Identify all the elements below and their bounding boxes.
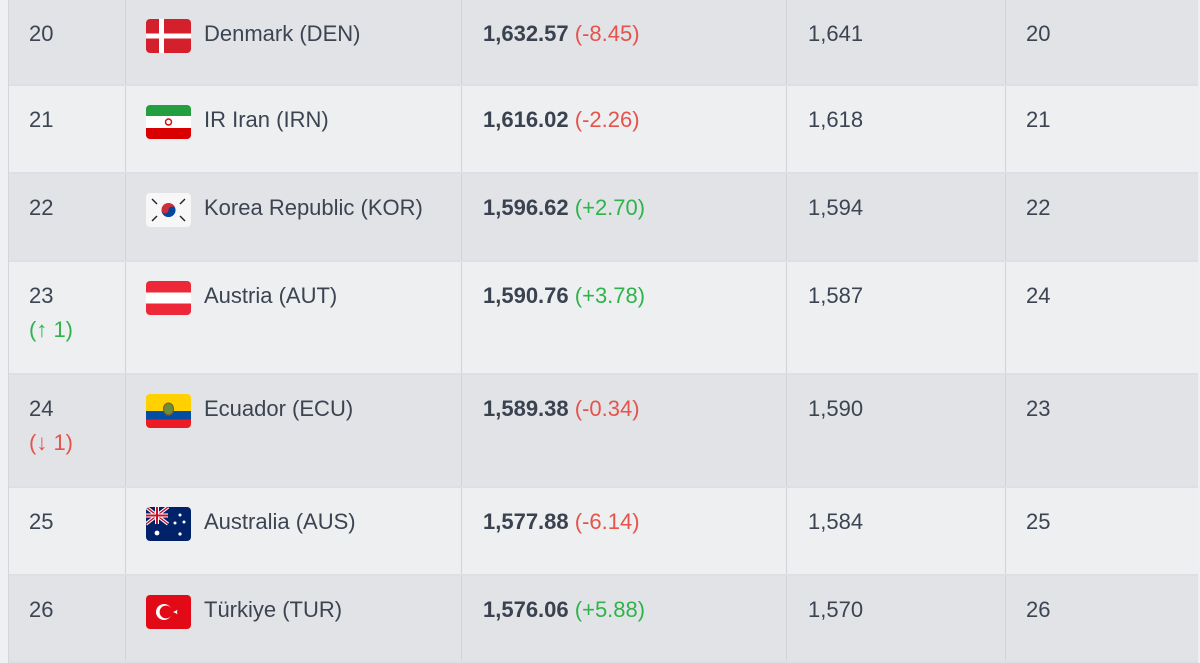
points-change: (-8.45) — [574, 21, 640, 46]
rank-value: 21 — [29, 107, 54, 132]
rank-value: 23 — [29, 283, 54, 308]
previous-rank: 21 — [1026, 107, 1051, 132]
previous-points-cell: 1,594 — [787, 174, 1006, 260]
previous-points: 1,584 — [808, 509, 864, 534]
previous-rank: 24 — [1026, 283, 1051, 308]
points-cell: 1,577.88 (-6.14) — [462, 488, 787, 574]
australia-flag-icon — [146, 507, 191, 541]
previous-rank-cell: 24 — [1006, 262, 1198, 373]
total-points: 1,589.38 — [483, 396, 569, 421]
previous-rank-cell: 26 — [1006, 576, 1198, 661]
previous-rank-cell: 22 — [1006, 174, 1198, 260]
ecuador-flag-icon — [146, 394, 191, 428]
previous-points: 1,570 — [808, 597, 864, 622]
previous-rank: 22 — [1026, 195, 1051, 220]
team-name[interactable]: Ecuador (ECU) — [204, 396, 354, 421]
points-change: (-0.34) — [574, 396, 640, 421]
rank-value: 24 — [29, 396, 54, 421]
team-name[interactable]: Austria (AUT) — [204, 283, 338, 308]
denmark-flag-icon — [146, 19, 191, 53]
points-cell: 1,596.62 (+2.70) — [462, 174, 787, 260]
previous-rank: 23 — [1026, 396, 1051, 421]
team-cell: Denmark (DEN) — [126, 0, 462, 84]
rank-cell: 22 — [9, 174, 126, 260]
previous-rank-cell: 23 — [1006, 375, 1198, 486]
points-change: (+5.88) — [574, 597, 646, 622]
rank-value: 22 — [29, 195, 54, 220]
rank-cell: 20 — [9, 0, 126, 84]
team-cell: Austria (AUT) — [126, 262, 462, 373]
table-row[interactable]: 21 IR Iran (IRN) 1,616.02 (-2.26) 1,618 … — [9, 86, 1198, 174]
previous-points: 1,641 — [808, 21, 864, 46]
rank-value: 20 — [29, 21, 54, 46]
previous-rank: 20 — [1026, 21, 1051, 46]
points-change: (-6.14) — [574, 509, 640, 534]
rank-value: 25 — [29, 509, 54, 534]
rank-cell: 26 — [9, 576, 126, 661]
table-row[interactable]: 23 (↑ 1) Austria (AUT) 1,590.76 (+3.78) … — [9, 262, 1198, 375]
previous-points-cell: 1,570 — [787, 576, 1006, 661]
previous-points-cell: 1,584 — [787, 488, 1006, 574]
points-change: (+2.70) — [574, 195, 646, 220]
rank-cell: 25 — [9, 488, 126, 574]
korea-flag-icon — [146, 193, 191, 227]
team-cell: Ecuador (ECU) — [126, 375, 462, 486]
team-cell: Australia (AUS) — [126, 488, 462, 574]
team-name[interactable]: Türkiye (TUR) — [204, 597, 343, 622]
total-points: 1,590.76 — [483, 283, 569, 308]
team-name[interactable]: Australia (AUS) — [204, 509, 356, 534]
previous-points-cell: 1,590 — [787, 375, 1006, 486]
points-cell: 1,590.76 (+3.78) — [462, 262, 787, 373]
rank-movement-down: (↓ 1) — [29, 430, 73, 455]
previous-points: 1,594 — [808, 195, 864, 220]
rank-value: 26 — [29, 597, 54, 622]
iran-flag-icon — [146, 105, 191, 139]
total-points: 1,632.57 — [483, 21, 569, 46]
previous-points: 1,618 — [808, 107, 864, 132]
total-points: 1,576.06 — [483, 597, 569, 622]
points-cell: 1,616.02 (-2.26) — [462, 86, 787, 172]
table-row[interactable]: 25 Australia (AUS) 1,577.88 (-6.14) 1,58… — [9, 488, 1198, 576]
previous-points: 1,590 — [808, 396, 864, 421]
previous-rank: 26 — [1026, 597, 1051, 622]
total-points: 1,577.88 — [483, 509, 569, 534]
previous-rank-cell: 25 — [1006, 488, 1198, 574]
total-points: 1,596.62 — [483, 195, 569, 220]
team-name[interactable]: Denmark (DEN) — [204, 21, 361, 46]
rank-cell: 21 — [9, 86, 126, 172]
turkiye-flag-icon — [146, 595, 191, 629]
table-row[interactable]: 22 Korea Republic (KOR) 1,596.62 (+2.70)… — [9, 174, 1198, 262]
points-change: (-2.26) — [574, 107, 640, 132]
team-cell: Türkiye (TUR) — [126, 576, 462, 661]
rank-cell: 24 (↓ 1) — [9, 375, 126, 486]
team-name[interactable]: Korea Republic (KOR) — [204, 195, 423, 220]
points-cell: 1,589.38 (-0.34) — [462, 375, 787, 486]
previous-points-cell: 1,641 — [787, 0, 1006, 84]
austria-flag-icon — [146, 281, 191, 315]
points-cell: 1,632.57 (-8.45) — [462, 0, 787, 84]
previous-points-cell: 1,618 — [787, 86, 1006, 172]
rank-cell: 23 (↑ 1) — [9, 262, 126, 373]
previous-points: 1,587 — [808, 283, 864, 308]
table-row[interactable]: 24 (↓ 1) Ecuador (ECU) 1,589.38 (-0.34) … — [9, 375, 1198, 488]
previous-rank-cell: 20 — [1006, 0, 1198, 84]
points-cell: 1,576.06 (+5.88) — [462, 576, 787, 661]
points-change: (+3.78) — [574, 283, 646, 308]
team-cell: Korea Republic (KOR) — [126, 174, 462, 260]
previous-rank: 25 — [1026, 509, 1051, 534]
previous-rank-cell: 21 — [1006, 86, 1198, 172]
previous-points-cell: 1,587 — [787, 262, 1006, 373]
rank-movement-up: (↑ 1) — [29, 317, 73, 342]
ranking-table: 20 Denmark (DEN) 1,632.57 (-8.45) 1,641 … — [8, 0, 1198, 663]
table-row[interactable]: 20 Denmark (DEN) 1,632.57 (-8.45) 1,641 … — [9, 0, 1198, 86]
table-row[interactable]: 26 Türkiye (TUR) 1,576.06 (+5.88) 1,570 … — [9, 576, 1198, 663]
total-points: 1,616.02 — [483, 107, 569, 132]
team-cell: IR Iran (IRN) — [126, 86, 462, 172]
team-name[interactable]: IR Iran (IRN) — [204, 107, 329, 132]
